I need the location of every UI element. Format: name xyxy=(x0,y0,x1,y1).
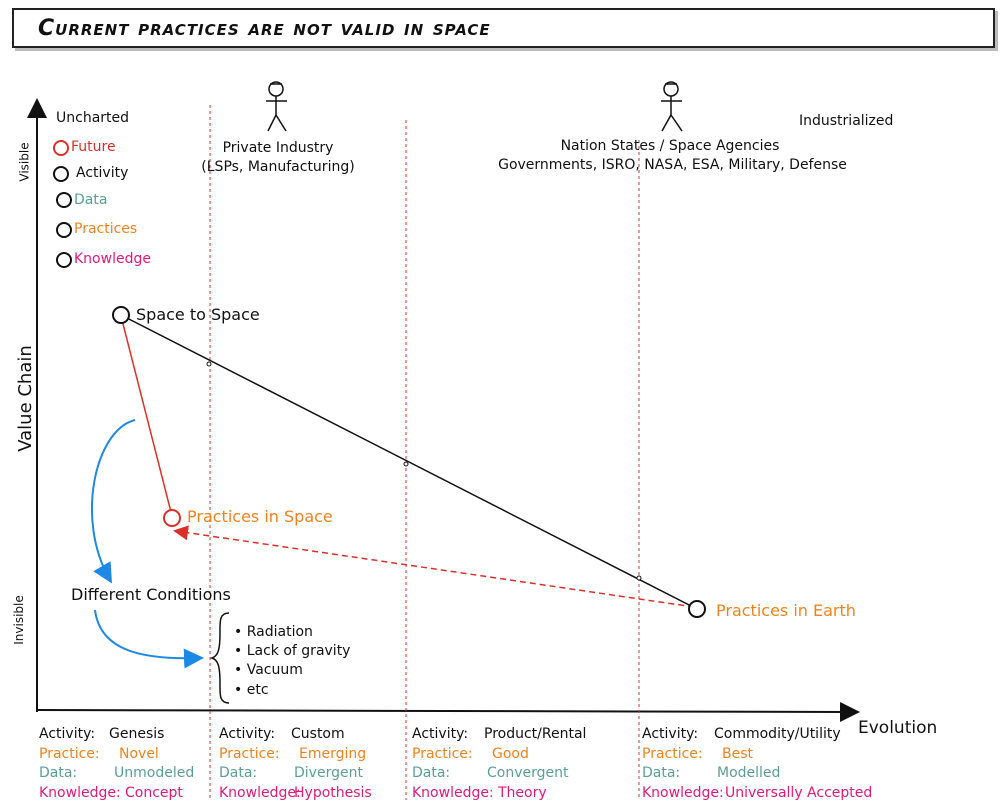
activity-key: Activity: xyxy=(219,726,276,742)
condition-text: Lack of gravity xyxy=(246,643,351,659)
practice-value: Good xyxy=(492,745,529,762)
industrialized-label: Industrialized xyxy=(799,113,894,129)
practices-in-earth-label: Practices in Earth xyxy=(716,601,856,620)
knowledge-value: Concept xyxy=(125,784,183,801)
data-value: Convergent xyxy=(487,765,569,781)
actor-icon-nation xyxy=(661,81,683,132)
legend-knowledge-icon xyxy=(56,252,72,268)
x-axis-label: Evolution xyxy=(858,718,938,738)
legend-activity-icon xyxy=(53,166,69,182)
knowledge-key: Knowledge: xyxy=(219,784,301,801)
legend-future: Future xyxy=(71,139,116,155)
title-banner: Current practices are not valid in space xyxy=(12,8,995,48)
practice-key: Practice: xyxy=(642,745,703,762)
data-key: Data: xyxy=(219,765,258,781)
actor-nation-detail: Governments, ISRO, NASA, ESA, Military, … xyxy=(498,157,847,173)
condition-item: • Vacuum xyxy=(234,662,303,678)
actor-nation-name: Nation States / Space Agencies xyxy=(560,138,780,154)
tick-node-1 xyxy=(206,361,212,367)
node-practices-in-space[interactable] xyxy=(163,509,181,527)
practice-key: Practice: xyxy=(412,745,473,762)
legend-practices: Practices xyxy=(74,221,138,237)
knowledge-value: Theory xyxy=(498,784,547,801)
stage-product: Activity: Product/Rental Practice: Good Da… xyxy=(412,725,586,803)
y-axis-label: Value Chain xyxy=(14,345,36,452)
data-key: Data: xyxy=(39,765,78,781)
knowledge-value: Universally Accepted xyxy=(725,784,873,801)
actor-icon-private xyxy=(266,81,287,132)
practices-in-space-label: Practices in Space xyxy=(187,507,333,526)
activity-value: Commodity/Utility xyxy=(714,726,841,742)
link-space-practices xyxy=(120,315,173,517)
knowledge-key: Knowledge: xyxy=(39,784,121,801)
knowledge-value: Hypothesis xyxy=(294,784,372,801)
conditions-brace xyxy=(209,612,230,704)
evolution-arrow xyxy=(173,525,695,608)
blue-arrow-1 xyxy=(91,419,136,584)
activity-value: Product/Rental xyxy=(484,726,587,742)
activity-value: Custom xyxy=(291,726,345,742)
data-key: Data: xyxy=(412,765,451,781)
data-value: Modelled xyxy=(717,765,781,781)
legend-knowledge: Knowledge xyxy=(74,251,151,267)
actor-private-detail: (LSPs, Manufacturing) xyxy=(201,159,355,175)
activity-key: Activity: xyxy=(412,726,469,742)
activity-value: Genesis xyxy=(109,726,165,742)
stage-commodity: Activity: Commodity/Utility Practice: Best… xyxy=(642,725,872,803)
node-space-to-space[interactable] xyxy=(112,306,130,324)
legend-data: Data xyxy=(74,192,108,208)
x-axis xyxy=(36,701,860,722)
legend-practices-icon xyxy=(56,222,72,238)
page-title: Current practices are not valid in space xyxy=(38,16,491,41)
condition-item: • etc xyxy=(234,682,269,698)
tick-node-2 xyxy=(403,461,409,467)
condition-text: Radiation xyxy=(246,624,313,640)
different-conditions-label: Different Conditions xyxy=(71,585,231,604)
legend-data-icon xyxy=(56,192,72,208)
data-value: Divergent xyxy=(294,765,363,781)
condition-item: • Radiation xyxy=(234,624,313,640)
actor-private-name: Private Industry xyxy=(222,140,334,156)
y-axis-top-label: Visible xyxy=(17,142,32,182)
activity-key: Activity: xyxy=(642,726,699,742)
uncharted-label: Uncharted xyxy=(56,110,130,126)
data-key: Data: xyxy=(642,765,681,781)
space-to-space-label: Space to Space xyxy=(136,305,260,324)
knowledge-key: Knowledge: xyxy=(412,784,494,801)
practice-value: Emerging xyxy=(299,745,367,762)
activity-key: Activity: xyxy=(39,726,96,742)
node-practices-in-earth[interactable] xyxy=(688,600,706,618)
practice-value: Novel xyxy=(119,745,159,762)
link-space-to-earth xyxy=(120,314,698,610)
practice-key: Practice: xyxy=(219,745,280,762)
legend-activity: Activity xyxy=(76,165,129,181)
condition-text: Vacuum xyxy=(246,662,303,678)
condition-text: etc xyxy=(246,682,269,698)
practice-key: Practice: xyxy=(39,745,100,762)
tick-node-3 xyxy=(636,575,642,581)
stage-genesis: Activity: Genesis Practice: Novel Data: Unm… xyxy=(39,725,194,803)
blue-arrow-2 xyxy=(94,609,204,669)
condition-item: • Lack of gravity xyxy=(234,643,351,659)
practice-value: Best xyxy=(722,745,754,762)
knowledge-key: Knowledge: xyxy=(642,784,724,801)
stage-custom: Activity: Custom Practice: Emerging Data: D… xyxy=(219,725,372,803)
data-value: Unmodeled xyxy=(114,765,195,781)
y-axis-bottom-label: Invisible xyxy=(11,595,26,645)
legend-future-icon xyxy=(53,140,69,156)
